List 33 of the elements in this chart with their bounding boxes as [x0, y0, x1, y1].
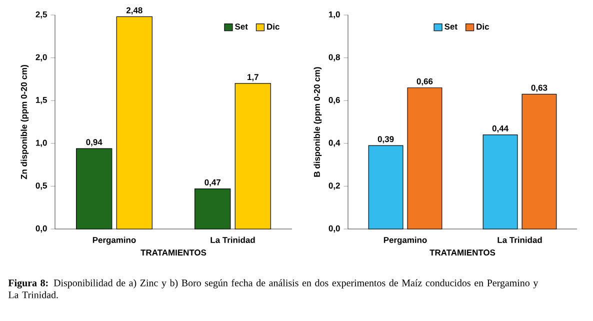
- y-tick-label: 0,8: [328, 54, 340, 62]
- data-label: 0,44: [492, 125, 508, 133]
- y-axis-title: B disponible (ppm 0-20 cm): [314, 67, 322, 177]
- y-tick-label: 0,6: [328, 96, 340, 104]
- y-tick-label: 2,0: [36, 54, 47, 62]
- legend-label: Dic: [267, 23, 280, 30]
- data-label: 0,47: [204, 179, 220, 187]
- x-tick-label: La Trinidad: [210, 236, 255, 243]
- legend-label: Set: [235, 24, 248, 30]
- x-tick-label: Pergamino: [92, 236, 136, 245]
- legend-label: Set: [444, 24, 458, 30]
- data-label: 1,7: [248, 74, 258, 82]
- data-label: 2,48: [126, 7, 142, 15]
- x-axis-title: TRATAMIENTOS: [430, 250, 496, 256]
- data-label: 0,63: [531, 84, 548, 92]
- y-tick-label: 1,0: [36, 140, 47, 148]
- y-axis-title: Zn disponible (ppm 0-20 cm): [20, 65, 29, 180]
- y-tick-label: 0,2: [328, 182, 340, 190]
- data-label: 0,94: [86, 139, 102, 146]
- y-tick-label: 2,5: [36, 11, 47, 19]
- text: Figura 8: Disponibilidad de a) Zinc y b) Boro según fecha de análisis en dos experimentos de Maíz conducidos en Pergamino y La Trinidad.: [8, 279, 538, 298]
- y-tick-label: 1,5: [36, 97, 47, 104]
- data-label: 0,66: [416, 78, 433, 86]
- y-tick-label: 0,5: [36, 182, 47, 190]
- x-tick-label: La Trinidad: [498, 236, 542, 243]
- x-tick-label: Pergamino: [384, 236, 427, 245]
- y-tick-label: 0,0: [328, 225, 340, 233]
- legend-label: Dic: [476, 23, 490, 30]
- x-axis-title: TRATAMIENTOS: [140, 250, 206, 256]
- y-tick-label: 1,0: [328, 11, 340, 19]
- y-tick-label: 0,0: [36, 225, 47, 233]
- y-tick-label: 0,4: [328, 140, 340, 148]
- data-label: 0,39: [378, 136, 394, 144]
